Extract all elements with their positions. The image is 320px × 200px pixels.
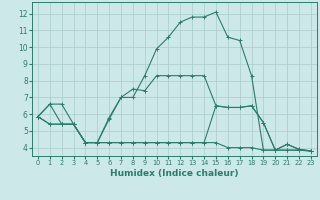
X-axis label: Humidex (Indice chaleur): Humidex (Indice chaleur) xyxy=(110,169,239,178)
